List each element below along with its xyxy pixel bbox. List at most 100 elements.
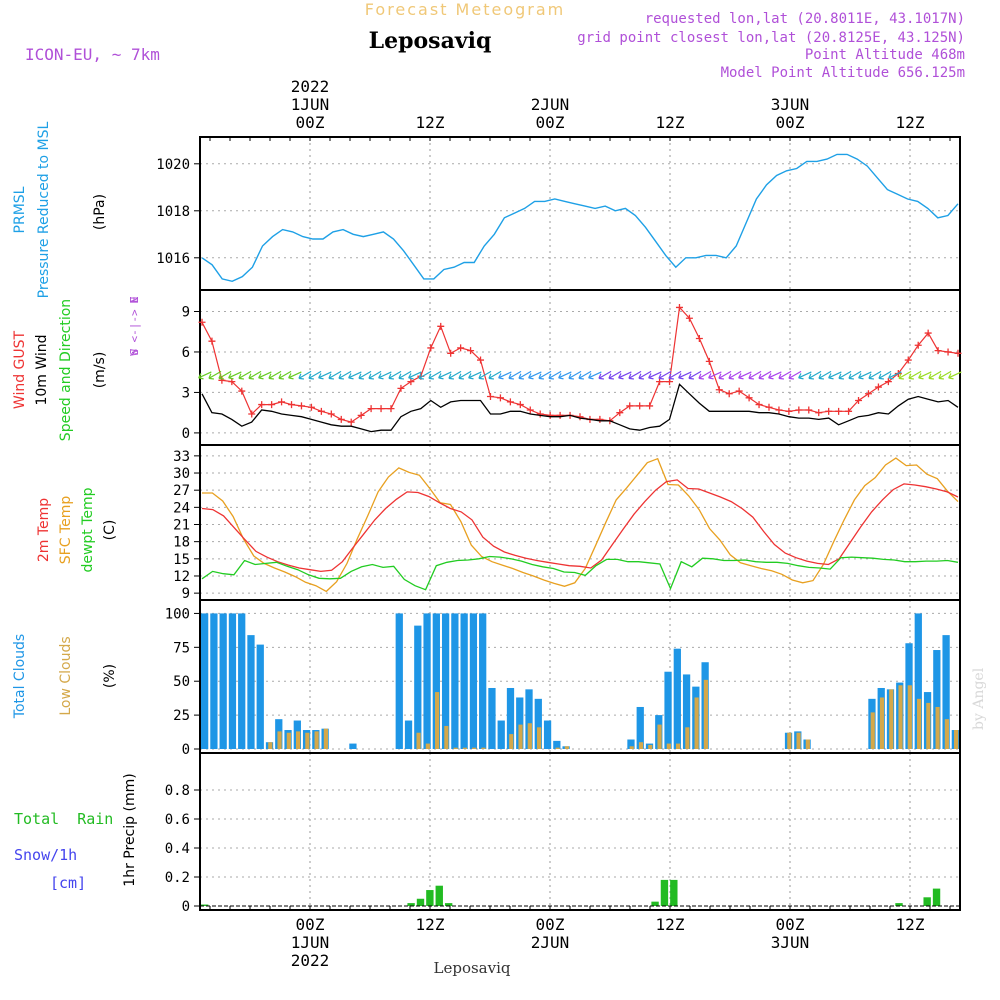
- gust-marker: [874, 383, 882, 391]
- wind-arrow-head: [338, 373, 344, 380]
- gust-marker: [944, 348, 952, 356]
- wind-arrow-shaft: [948, 371, 962, 379]
- total-cloud-bar: [488, 687, 496, 749]
- low-cloud-bar: [527, 723, 532, 749]
- wind-arrow: [928, 370, 942, 380]
- wind-arrow-shaft: [618, 371, 632, 379]
- total-clouds-label: Total Clouds: [12, 634, 28, 719]
- gust-marker: [825, 407, 833, 415]
- wind-arrow-head: [448, 373, 454, 380]
- bottom-time-label: 12Z: [416, 915, 445, 934]
- wind-arrow-shaft: [668, 370, 682, 379]
- gust-marker: [715, 386, 723, 394]
- gust-marker: [765, 403, 773, 411]
- wind-arrow-head: [748, 373, 754, 380]
- wind-arrow-shaft: [798, 371, 812, 379]
- gust-marker: [427, 344, 435, 352]
- wind-arrow-head: [408, 373, 414, 380]
- plot-layer: 1016101810200369912151821242730330255075…: [156, 77, 962, 970]
- top-time-label: 12Z: [656, 113, 685, 132]
- ytick-label: 9: [182, 304, 190, 320]
- wind-arrow-head: [428, 373, 434, 380]
- wind-arrow-shaft: [318, 371, 332, 379]
- total-cloud-bar: [210, 613, 218, 749]
- low-cloud-bar: [898, 685, 903, 749]
- total-cloud-bar: [497, 720, 505, 749]
- low-cloud-bar: [879, 697, 885, 749]
- low-cloud-bar: [935, 706, 940, 749]
- low-cloud-bar: [787, 732, 792, 749]
- wind-arrow-head: [738, 373, 744, 380]
- temp2m-label: 2m Temp: [36, 498, 52, 562]
- total-cloud-bar: [219, 613, 227, 749]
- bottom-time-label: 12Z: [656, 915, 685, 934]
- low-cloud-bar: [518, 724, 523, 749]
- wind-arrow-head: [788, 373, 794, 380]
- compass-we: W <-|-> E: [128, 296, 141, 356]
- gust-marker: [218, 376, 226, 384]
- wind-arrow-shaft: [598, 370, 612, 379]
- total-cloud-bar: [414, 625, 422, 749]
- wind-arrow-head: [708, 373, 714, 380]
- total-cloud-bar: [682, 674, 691, 749]
- total-cloud-bar: [349, 743, 357, 749]
- wind-arrow-shaft: [868, 370, 882, 379]
- wind-arrow-head: [938, 373, 944, 380]
- ytick-label: 75: [173, 640, 190, 656]
- hpa-label: (hPa): [92, 194, 108, 230]
- gust-marker: [506, 398, 514, 406]
- wind-arrow-head: [298, 373, 304, 380]
- low-cloud-bar: [268, 742, 273, 749]
- wind-arrow-shaft: [768, 371, 782, 379]
- wind-arrow-head: [838, 373, 844, 380]
- forecast-title: Forecast Meteogram: [365, 0, 565, 19]
- wind-arrow: [648, 371, 662, 380]
- bottom-time-label: 1JUN: [291, 933, 330, 952]
- wind-arrow-head: [498, 373, 504, 380]
- wind-arrow: [328, 370, 342, 380]
- clouds-ylabel: Total Clouds Low Clouds (%): [12, 634, 118, 719]
- ytick-label: 50: [173, 674, 190, 690]
- wind-arrow: [418, 370, 432, 380]
- wind-arrow-head: [288, 373, 294, 380]
- wind-arrow: [588, 371, 602, 380]
- snow-label: Snow/1h: [14, 846, 77, 864]
- low-clouds-label: Low Clouds: [58, 636, 74, 715]
- wind-arrow-shaft: [548, 370, 562, 379]
- wind-arrow-head: [258, 373, 264, 380]
- total-cloud-bar: [914, 613, 922, 749]
- wind-arrow-head: [948, 373, 954, 380]
- low-cloud-bar: [425, 743, 430, 749]
- low-cloud-bar: [916, 698, 922, 749]
- wind-arrow-shaft: [308, 370, 322, 379]
- gust-marker: [516, 401, 524, 409]
- gust-marker: [477, 356, 485, 364]
- wind-arrow-head: [348, 373, 354, 380]
- wind-arrow-shaft: [838, 370, 852, 379]
- wind-arrow-head: [278, 373, 284, 380]
- ytick-label: 0: [182, 426, 190, 442]
- wind-arrow: [738, 371, 752, 380]
- wind-arrow-shaft: [218, 370, 232, 379]
- total-cloud-bar: [432, 613, 440, 749]
- low-cloud-bar: [314, 731, 319, 749]
- wind-arrow: [468, 371, 482, 380]
- wind-arrow-head: [378, 373, 384, 380]
- wind-arrow: [898, 370, 912, 380]
- wind-arrow-head: [558, 373, 564, 380]
- ytick-label: 21: [173, 518, 190, 534]
- total-cloud-bar: [238, 613, 246, 749]
- wind-arrow-shaft: [708, 371, 722, 379]
- wind-arrow: [888, 371, 902, 380]
- bottom-time-label: 00Z: [536, 915, 565, 934]
- rain-bar: [660, 879, 669, 906]
- wind-arrow-head: [778, 373, 784, 380]
- wind-arrow: [688, 370, 702, 380]
- low-cloud-bar: [286, 732, 291, 749]
- ytick-label: 6: [182, 345, 190, 361]
- low-cloud-bar: [703, 679, 708, 749]
- wind-arrow-head: [358, 373, 364, 380]
- wind-arrow-shaft: [608, 370, 622, 379]
- rain-bar: [895, 903, 903, 906]
- gust-marker: [576, 413, 584, 421]
